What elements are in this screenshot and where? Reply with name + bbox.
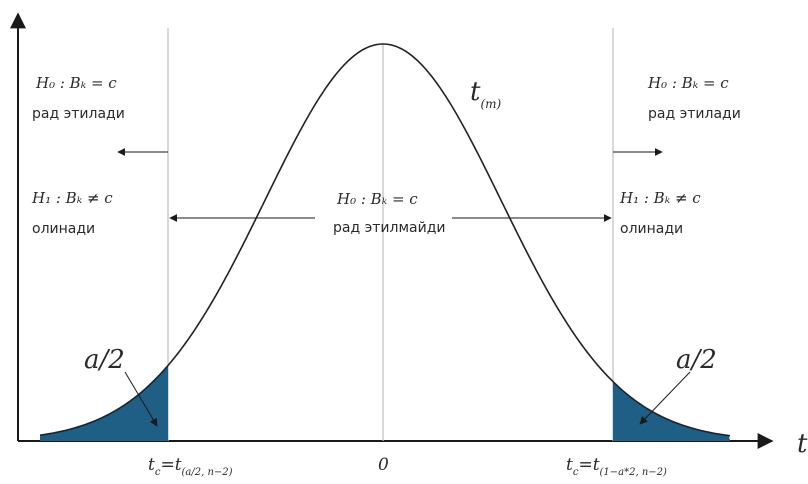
left-h1-text: олинади <box>32 221 95 237</box>
curve-label: t(m) <box>470 77 502 111</box>
right-tail-area <box>613 381 730 441</box>
right-h1-text: олинади <box>620 221 683 237</box>
right-tail-label: a/2 <box>676 345 717 375</box>
center-h0-label: H₀ : Bₖ = c <box>336 190 418 208</box>
left-h0-text: рад этилади <box>32 106 125 122</box>
center-h0-text: рад этилмайди <box>333 220 446 236</box>
x-axis-label: t <box>797 429 808 459</box>
right-h0-text: рад этилади <box>648 106 741 122</box>
t-distribution-curve <box>39 43 731 437</box>
left-tail-pointer <box>124 371 158 427</box>
left-h0-label: H₀ : Bₖ = c <box>35 74 117 92</box>
center-zero-label: 0 <box>378 455 389 475</box>
right-tail-pointer <box>639 371 691 425</box>
right-h0-label: H₀ : Bₖ = c <box>647 74 729 92</box>
left-critical-value-label: tc=t(a/2, n−2) <box>148 455 233 478</box>
left-h1-label: H₁ : Bₖ ≠ c <box>31 189 113 207</box>
right-h1-label: H₁ : Bₖ ≠ c <box>619 189 701 207</box>
left-tail-area <box>40 365 168 441</box>
right-critical-value-label: tc=t(1−a*2, n−2) <box>566 455 667 478</box>
left-tail-label: a/2 <box>84 345 125 375</box>
